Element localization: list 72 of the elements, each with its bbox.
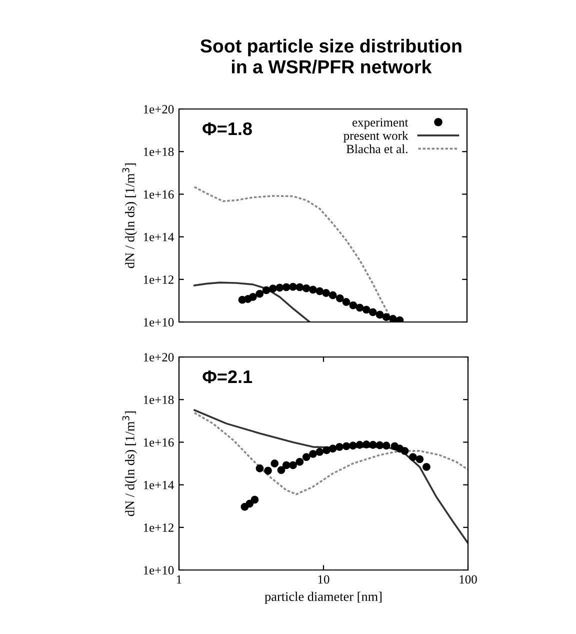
- point: [342, 442, 350, 450]
- point: [296, 283, 304, 292]
- point: [382, 442, 390, 450]
- point: [256, 464, 264, 472]
- point: [400, 446, 409, 455]
- point: [349, 301, 358, 310]
- chart-title: Soot particle size distribution in a WSR/PFR network: [200, 38, 462, 74]
- point: [277, 466, 286, 474]
- legend-label: present work: [344, 131, 408, 142]
- legend-label: experiment: [352, 118, 408, 130]
- point: [349, 442, 357, 450]
- y-tick-label: 1e+16: [144, 438, 174, 447]
- y-axis-title: dN / d(ln ds) [1/m$^{3}$]: [122, 163, 138, 268]
- y-tick-label: 1e+10: [144, 566, 174, 574]
- y-tick-label: 1e+12: [144, 275, 174, 284]
- point: [362, 306, 370, 314]
- point: [396, 316, 404, 322]
- point: [248, 292, 257, 301]
- y-tick-label: 1e+16: [144, 190, 174, 199]
- y-tick-label: 1e+12: [144, 523, 174, 532]
- point: [276, 284, 284, 292]
- point: [296, 458, 304, 466]
- y-tick-label: 1e+20: [144, 353, 174, 362]
- point: [268, 284, 277, 293]
- point: [356, 304, 364, 312]
- annotation: Φ=2.1: [202, 370, 252, 384]
- x-tick-label: 100: [460, 575, 477, 584]
- x-axis-title: particle diameter [nm]: [264, 592, 382, 604]
- legend-label: Blacha et al.: [346, 144, 408, 154]
- point: [409, 453, 417, 462]
- point: [316, 287, 324, 296]
- y-tick-label: 1e+10: [144, 318, 174, 326]
- point: [322, 446, 331, 454]
- point: [342, 298, 350, 306]
- point: [328, 444, 337, 453]
- point: [336, 442, 344, 451]
- point: [368, 308, 377, 316]
- point: [256, 290, 264, 298]
- point: [388, 314, 397, 322]
- annotation: Φ=1.8: [202, 122, 252, 136]
- x-tick-label: 1: [176, 575, 182, 584]
- point: [382, 313, 390, 322]
- point: [270, 460, 279, 468]
- point: [336, 294, 344, 302]
- point: [362, 440, 370, 448]
- point: [289, 461, 297, 470]
- point: [309, 450, 317, 458]
- y-tick-label: 1e+14: [144, 480, 174, 490]
- point: [376, 441, 384, 450]
- point: [356, 440, 364, 449]
- point: [262, 286, 270, 294]
- point: [282, 283, 290, 292]
- point: [316, 448, 324, 456]
- point: [328, 291, 337, 300]
- point: [282, 461, 290, 470]
- y-tick-label: 1e+14: [144, 232, 174, 242]
- y-axis-title: dN / d(ln ds) [1/m$^{3}$]: [122, 411, 138, 516]
- point: [369, 440, 377, 449]
- y-tick-label: 1e+20: [144, 105, 174, 114]
- point: [250, 496, 259, 504]
- y-tick-label: 1e+18: [144, 396, 174, 404]
- point: [289, 282, 297, 291]
- x-tick-label: 10: [318, 575, 330, 584]
- point: [302, 284, 310, 292]
- point: [376, 310, 384, 319]
- point: [322, 289, 330, 297]
- y-tick-label: 1e+18: [144, 148, 174, 156]
- point: [422, 462, 430, 471]
- point: [264, 466, 272, 475]
- point: [416, 455, 424, 464]
- point: [302, 453, 310, 462]
- point: [309, 286, 317, 294]
